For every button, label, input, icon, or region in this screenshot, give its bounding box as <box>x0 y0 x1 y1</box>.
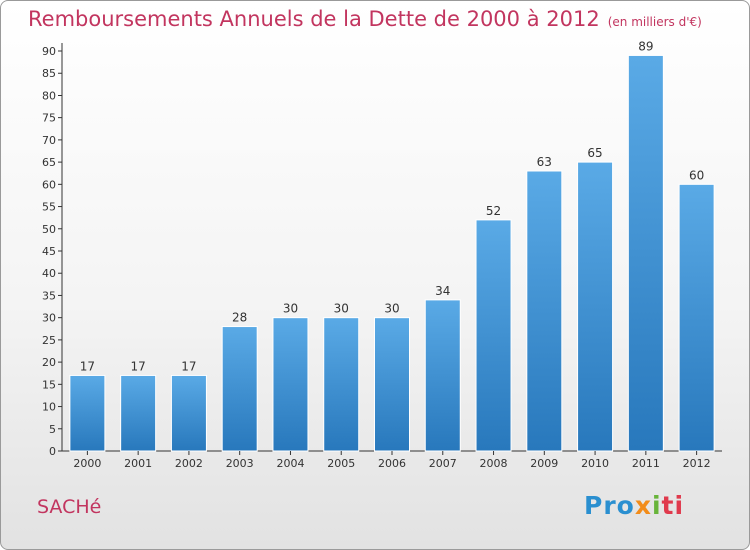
data-label: 30 <box>384 302 399 316</box>
y-tick-label: 10 <box>42 401 56 414</box>
data-label: 17 <box>181 359 196 373</box>
y-tick-label: 15 <box>42 378 56 391</box>
proxiti-logo: Proxiti <box>584 491 685 520</box>
y-tick-label: 80 <box>42 89 56 102</box>
data-label: 17 <box>80 359 95 373</box>
bar <box>272 317 309 452</box>
bar <box>627 54 664 452</box>
x-tick-label: 2011 <box>632 457 660 470</box>
x-tick-label: 2004 <box>276 457 304 470</box>
y-tick-label: 5 <box>49 423 56 436</box>
data-label: 30 <box>283 302 298 316</box>
data-label: 17 <box>131 359 146 373</box>
bar <box>69 374 106 452</box>
chart-unit: (en milliers d'€) <box>607 15 702 29</box>
commune-name: SACHé <box>37 496 102 518</box>
bar <box>424 299 461 452</box>
data-label: 52 <box>486 204 501 218</box>
x-tick-label: 2010 <box>581 457 609 470</box>
bar <box>475 219 512 452</box>
y-tick-label: 50 <box>42 223 56 236</box>
data-label: 60 <box>689 168 704 182</box>
x-tick-label: 2001 <box>124 457 152 470</box>
bar <box>526 170 563 452</box>
y-tick-label: 0 <box>49 445 56 458</box>
bar <box>170 374 207 452</box>
bar <box>120 374 157 452</box>
bar <box>577 161 614 452</box>
data-label: 30 <box>334 302 349 316</box>
y-tick-label: 60 <box>42 178 56 191</box>
bar <box>221 326 258 452</box>
data-label: 89 <box>638 39 653 53</box>
x-tick-label: 2005 <box>327 457 355 470</box>
y-tick-label: 55 <box>42 201 56 214</box>
y-tick-label: 30 <box>42 312 56 325</box>
bar <box>374 317 410 452</box>
data-label: 28 <box>232 311 247 325</box>
y-tick-label: 45 <box>42 245 56 258</box>
data-label: 63 <box>537 155 552 169</box>
y-tick-label: 65 <box>42 156 56 169</box>
y-tick-label: 25 <box>42 334 56 347</box>
y-tick-label: 85 <box>42 67 56 80</box>
x-tick-label: 2002 <box>175 457 203 470</box>
y-tick-label: 75 <box>42 112 56 125</box>
bar <box>323 317 360 452</box>
y-tick-label: 35 <box>42 289 56 302</box>
data-label: 65 <box>587 146 602 160</box>
chart-title-text: Remboursements Annuels de la Dette de 20… <box>28 7 600 31</box>
bar <box>678 183 715 452</box>
x-tick-label: 2007 <box>429 457 457 470</box>
y-tick-label: 40 <box>42 267 56 280</box>
x-tick-label: 2012 <box>683 457 711 470</box>
x-tick-label: 2000 <box>73 457 101 470</box>
x-tick-label: 2008 <box>480 457 508 470</box>
y-tick-label: 70 <box>42 134 56 147</box>
x-tick-label: 2009 <box>530 457 558 470</box>
x-tick-label: 2006 <box>378 457 406 470</box>
x-tick-label: 2003 <box>226 457 254 470</box>
chart-title: Remboursements Annuels de la Dette de 20… <box>28 7 702 31</box>
y-tick-label: 20 <box>42 356 56 369</box>
data-label: 34 <box>435 284 450 298</box>
y-tick-label: 90 <box>42 45 56 58</box>
